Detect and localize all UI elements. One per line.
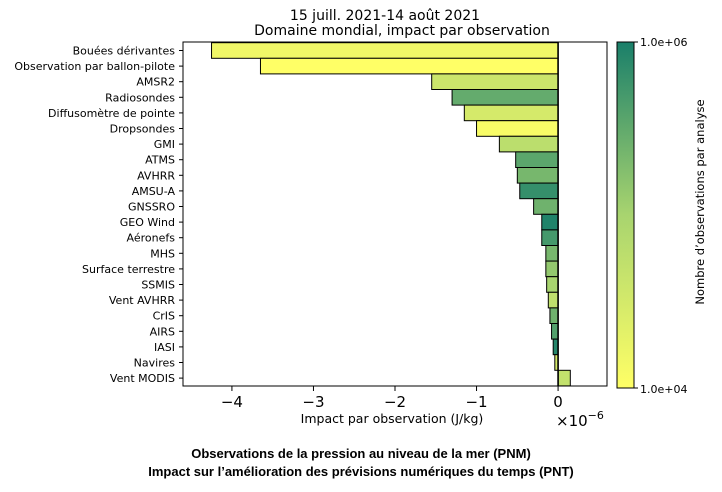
bar — [547, 291, 559, 309]
bar — [515, 151, 559, 168]
bar — [545, 260, 559, 278]
x-axis-multiplier: ×10−6 — [556, 409, 604, 430]
y-tick-label: MHS — [150, 247, 175, 260]
bar — [476, 120, 559, 137]
bar — [551, 323, 559, 340]
bar — [498, 135, 559, 153]
y-tick-label: ATMS — [145, 154, 175, 167]
y-tick-label: Vent AVHRR — [109, 294, 175, 307]
bar — [451, 89, 559, 106]
y-tick-label: GNSSRO — [128, 201, 175, 214]
y-tick-label: Vent MODIS — [110, 372, 175, 385]
colorbar-label: Nombre d’observations par analyse — [693, 99, 707, 304]
bar — [541, 229, 559, 246]
x-multiplier-exponent: −6 — [588, 409, 604, 422]
y-tick-label: Surface terrestre — [82, 263, 175, 276]
chart: 15 juill. 2021-14 août 2021 Domaine mond… — [14, 8, 707, 430]
x-axis-label: Impact par observation (J/kg) — [301, 411, 484, 426]
bar — [557, 369, 571, 387]
chart-title-line1: 15 juill. 2021-14 août 2021 — [290, 8, 480, 24]
x-tick-label: −4 — [221, 393, 243, 411]
x-tick-label: 0 — [553, 393, 563, 411]
colorbar-max-label: 1.0e+06 — [640, 36, 687, 49]
x-multiplier-base: ×10 — [556, 412, 588, 430]
bar — [546, 276, 559, 293]
y-tick-label: IASI — [154, 341, 175, 354]
bar — [519, 182, 559, 200]
y-tick-label: Bouées dérivantes — [73, 45, 176, 58]
y-tick-label: Dropsondes — [110, 123, 176, 136]
y-tick-label: Aéronefs — [127, 232, 176, 245]
y-tick-label: GMI — [154, 138, 175, 151]
bar — [516, 167, 559, 184]
y-tick-label: Navires — [134, 357, 176, 370]
caption-line2: Impact sur l’amélioration des prévisions… — [148, 464, 574, 479]
y-tick-label: Diffusomètre de pointe — [48, 107, 175, 120]
bar — [259, 57, 559, 75]
x-tick-label: −1 — [465, 393, 487, 411]
y-tick-label: SSMIS — [141, 279, 175, 292]
bar — [549, 307, 559, 324]
bar — [431, 73, 559, 91]
bar — [545, 245, 559, 262]
y-tick-label: CrIS — [153, 310, 175, 323]
y-tick-label: Radiosondes — [105, 91, 175, 104]
y-tick-label: Observation par ballon-pilote — [14, 60, 175, 73]
colorbar-min-label: 1.0e+04 — [640, 383, 687, 396]
y-tick-label: AMSR2 — [136, 76, 175, 89]
colorbar — [616, 41, 635, 389]
caption-line1: Observations de la pression au niveau de… — [191, 446, 531, 461]
bar — [463, 104, 559, 122]
y-tick-label: AMSU-A — [132, 185, 176, 198]
x-tick-label: −3 — [302, 393, 324, 411]
y-tick-label: GEO Wind — [120, 216, 175, 229]
bar — [541, 213, 559, 231]
x-tick-label: −2 — [384, 393, 406, 411]
chart-title-line2: Domaine mondial, impact par observation — [254, 23, 550, 39]
y-tick-label: AVHRR — [137, 169, 175, 182]
bar — [533, 198, 559, 215]
bar — [211, 42, 559, 59]
y-tick-label: AIRS — [150, 325, 175, 338]
